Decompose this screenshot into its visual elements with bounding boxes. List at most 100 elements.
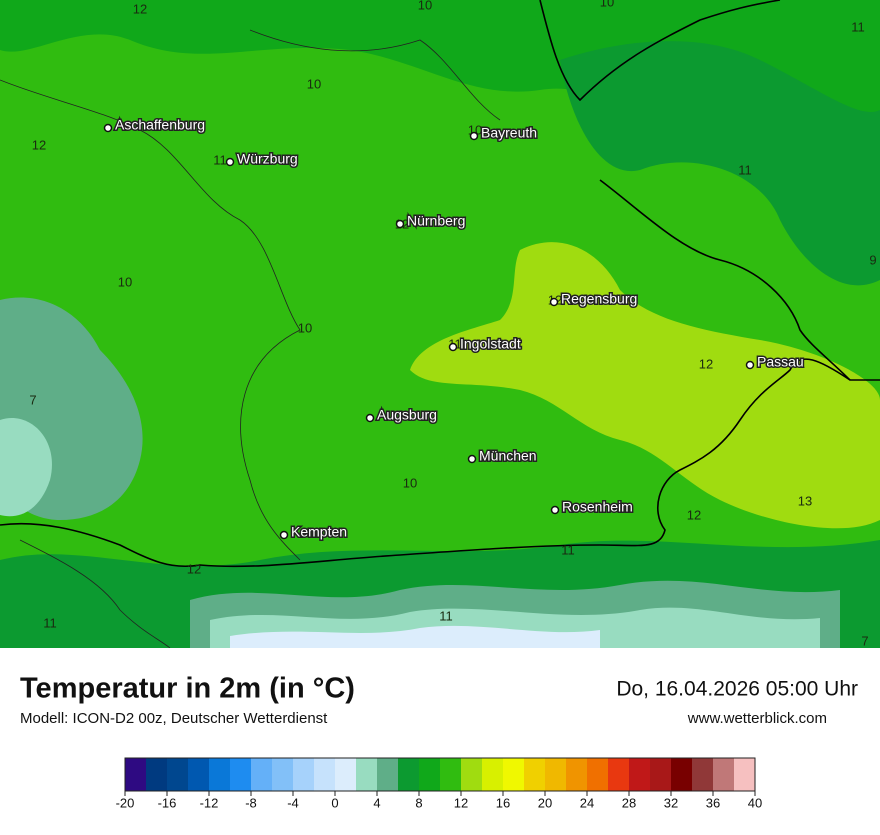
city-label: Bayreuth [481, 125, 537, 141]
colorbar-tick-label: 40 [748, 795, 762, 810]
color-swatch [419, 758, 440, 791]
color-swatch [146, 758, 167, 791]
color-swatch [335, 758, 356, 791]
colorbar-frame [124, 757, 756, 792]
color-swatch [440, 758, 461, 791]
city-label: Aschaffenburg [115, 117, 205, 133]
color-swatch [209, 758, 230, 791]
colorbar-tick-label: -4 [287, 795, 299, 810]
color-swatch [461, 758, 482, 791]
map-region [230, 625, 600, 648]
title: Temperatur in 2m (in °C) [20, 673, 355, 705]
isoline-label: 10 [307, 76, 321, 91]
city-dot [225, 157, 235, 167]
color-swatch [188, 758, 209, 791]
city-dot [395, 219, 405, 229]
city-dot [448, 342, 458, 352]
isoline-label: 10 [298, 320, 312, 335]
color-swatch [356, 758, 377, 791]
city-dot [467, 454, 477, 464]
isoline-label: 11 [439, 608, 453, 623]
cities: Aschaffenburg Bayreuth Würzburg Nürnberg Reg… [103, 115, 805, 541]
color-swatch [587, 758, 608, 791]
colorbar-tick-label: 0 [331, 795, 338, 810]
color-swatch [125, 758, 146, 791]
color-swatch [398, 758, 419, 791]
city-label: München [479, 448, 537, 464]
color-swatch [503, 758, 524, 791]
isoline-label: 13 [798, 493, 812, 508]
color-swatch [545, 758, 566, 791]
city-dot [103, 123, 113, 133]
isoline-label: 11 [561, 542, 575, 557]
map-region [0, 418, 52, 517]
isoline-label: 11 [851, 19, 865, 34]
city-dot [469, 131, 479, 141]
color-swatch [293, 758, 314, 791]
map-region [560, 41, 880, 286]
color-swatch [524, 758, 545, 791]
colorbar-tick-label: 32 [664, 795, 678, 810]
colorbar-tick-label: 16 [496, 795, 510, 810]
isoline-label: 11 [213, 152, 227, 167]
colorbar-tick-label: 8 [415, 795, 422, 810]
isoline-label: 12 [32, 137, 46, 152]
city-label: Passau [757, 354, 804, 370]
isoline-label: 12 [699, 356, 713, 371]
color-swatch [377, 758, 398, 791]
district-border [0, 79, 301, 561]
city-label: Regensburg [561, 291, 637, 307]
map-region [410, 242, 880, 529]
isoline-label: 12 [687, 507, 701, 522]
color-swatch [650, 758, 671, 791]
city-label: Würzburg [237, 151, 298, 167]
city-dot [745, 360, 755, 370]
color-swatch [671, 758, 692, 791]
color-swatch [692, 758, 713, 791]
city-label: Rosenheim [562, 499, 633, 515]
isoline-label: 9 [869, 252, 876, 267]
isoline-label: 12 [133, 1, 147, 16]
color-swatch [482, 758, 503, 791]
isoline-labels: 1210101110121110111210912101112710131211… [29, 0, 876, 648]
colorbar-tick-label: 4 [373, 795, 380, 810]
map [0, 0, 880, 649]
isoline-label: 7 [29, 392, 36, 407]
state-border [599, 179, 851, 381]
city-label: Nürnberg [407, 213, 465, 229]
color-swatch [272, 758, 293, 791]
city-label: Ingolstadt [460, 336, 521, 352]
isoline-label: 10 [403, 475, 417, 490]
color-swatch [167, 758, 188, 791]
color-swatch [251, 758, 272, 791]
color-swatch [566, 758, 587, 791]
isoline-label: 10 [418, 0, 432, 12]
isoline-label: 10 [600, 0, 614, 9]
district-border [249, 29, 501, 121]
colorbar-tick-label: 24 [580, 795, 594, 810]
state-border [539, 0, 781, 102]
datetime: Do, 16.04.2026 05:00 Uhr [616, 678, 858, 701]
color-swatch [734, 758, 755, 791]
city-dot [550, 505, 560, 515]
isoline-label: 7 [861, 633, 868, 648]
colorbar: -20 -16 -12 -8 -4 0 4 8 12 16 20 24 28 32 36 40 [116, 757, 762, 810]
colorbar-tick-label: -20 [116, 795, 135, 810]
isoline-label: 11 [738, 162, 752, 177]
colorbar-tick-label: -12 [200, 795, 219, 810]
color-swatch [629, 758, 650, 791]
city-label: Augsburg [377, 407, 437, 423]
footer-background [0, 648, 880, 830]
subtitle: Modell: ICON-D2 00z, Deutscher Wetterdie… [20, 710, 328, 727]
website: www.wetterblick.com [687, 710, 827, 727]
state-border [0, 358, 880, 568]
colorbar-tick-label: -8 [245, 795, 257, 810]
city-dot [365, 413, 375, 423]
isoline-label: 12 [187, 561, 201, 576]
city-label: Kempten [291, 524, 347, 540]
colorbar-tick-label: 12 [454, 795, 468, 810]
colorbar-tick-label: 20 [538, 795, 552, 810]
colorbar-tick-label: -16 [158, 795, 177, 810]
district-border [19, 539, 171, 649]
color-swatch [608, 758, 629, 791]
